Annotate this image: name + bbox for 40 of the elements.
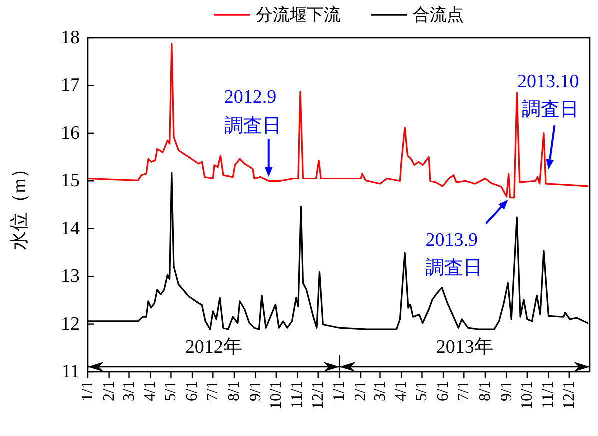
x-tick-label: 1/1 xyxy=(80,381,96,402)
x-tick-label: 9/1 xyxy=(498,381,516,402)
legend-label: 分流堰下流 xyxy=(256,6,341,24)
x-tick-label: 5/1 xyxy=(162,381,180,402)
y-axis-title: 水位（m） xyxy=(10,160,30,250)
x-tick-label: 8/1 xyxy=(476,381,494,402)
annotation: 2012.9 調査日 xyxy=(224,86,282,137)
x-tick-label: 10/1 xyxy=(518,381,536,410)
y-tick-label: 18 xyxy=(61,28,80,48)
annotation: 2012年 xyxy=(185,337,242,358)
x-tick-label: 11/1 xyxy=(540,381,558,409)
x-tick-label: 7/1 xyxy=(456,381,473,402)
x-tick-label: 4/1 xyxy=(393,381,410,402)
x-tick-label: 6/1 xyxy=(435,381,452,402)
x-tick-label: 5/1 xyxy=(414,381,431,402)
x-tick-label: 10/1 xyxy=(268,381,285,410)
x-tick-label: 4/1 xyxy=(142,381,160,402)
x-tick-label: 7/1 xyxy=(204,381,222,402)
annotation: 2013.9 調査日 xyxy=(426,229,483,278)
x-tick-label: 12/1 xyxy=(560,381,578,410)
y-tick-label: 13 xyxy=(61,266,80,288)
x-tick-label: 2/1 xyxy=(352,381,370,402)
x-tick-label: 2/1 xyxy=(100,381,118,402)
y-tick-label: 12 xyxy=(61,314,80,335)
x-tick-label: 8/1 xyxy=(226,381,243,402)
y-tick-label: 16 xyxy=(61,122,80,144)
x-tick-label: 3/1 xyxy=(120,381,138,402)
y-tick-label: 14 xyxy=(61,218,80,240)
x-tick-label: 9/1 xyxy=(247,381,264,402)
annotation: 2013.10 調査日 xyxy=(517,71,584,120)
y-tick-label: 11 xyxy=(62,362,80,382)
x-tick-label: 11/1 xyxy=(289,381,306,409)
y-tick-label: 15 xyxy=(61,170,80,192)
x-tick-label: 12/1 xyxy=(310,381,327,410)
x-tick-label: 1/1 xyxy=(331,381,348,402)
annotation: 2013年 xyxy=(436,337,494,358)
x-tick-label: 3/1 xyxy=(372,381,389,402)
y-tick-label: 17 xyxy=(61,75,80,96)
legend-label: 合流点 xyxy=(413,6,464,24)
x-tick-label: 6/1 xyxy=(184,381,202,402)
